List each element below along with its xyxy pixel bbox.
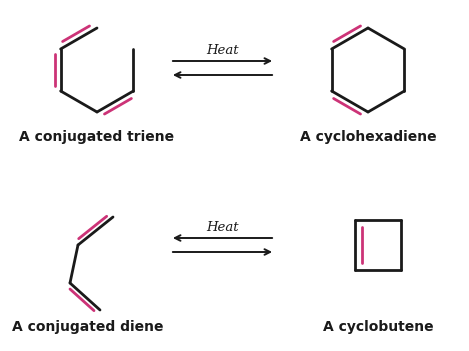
Text: Heat: Heat [206,221,239,234]
Text: A conjugated triene: A conjugated triene [19,130,174,144]
Text: Heat: Heat [206,44,239,57]
Text: A conjugated diene: A conjugated diene [12,320,164,334]
Text: A cyclohexadiene: A cyclohexadiene [300,130,436,144]
Text: A cyclobutene: A cyclobutene [323,320,433,334]
